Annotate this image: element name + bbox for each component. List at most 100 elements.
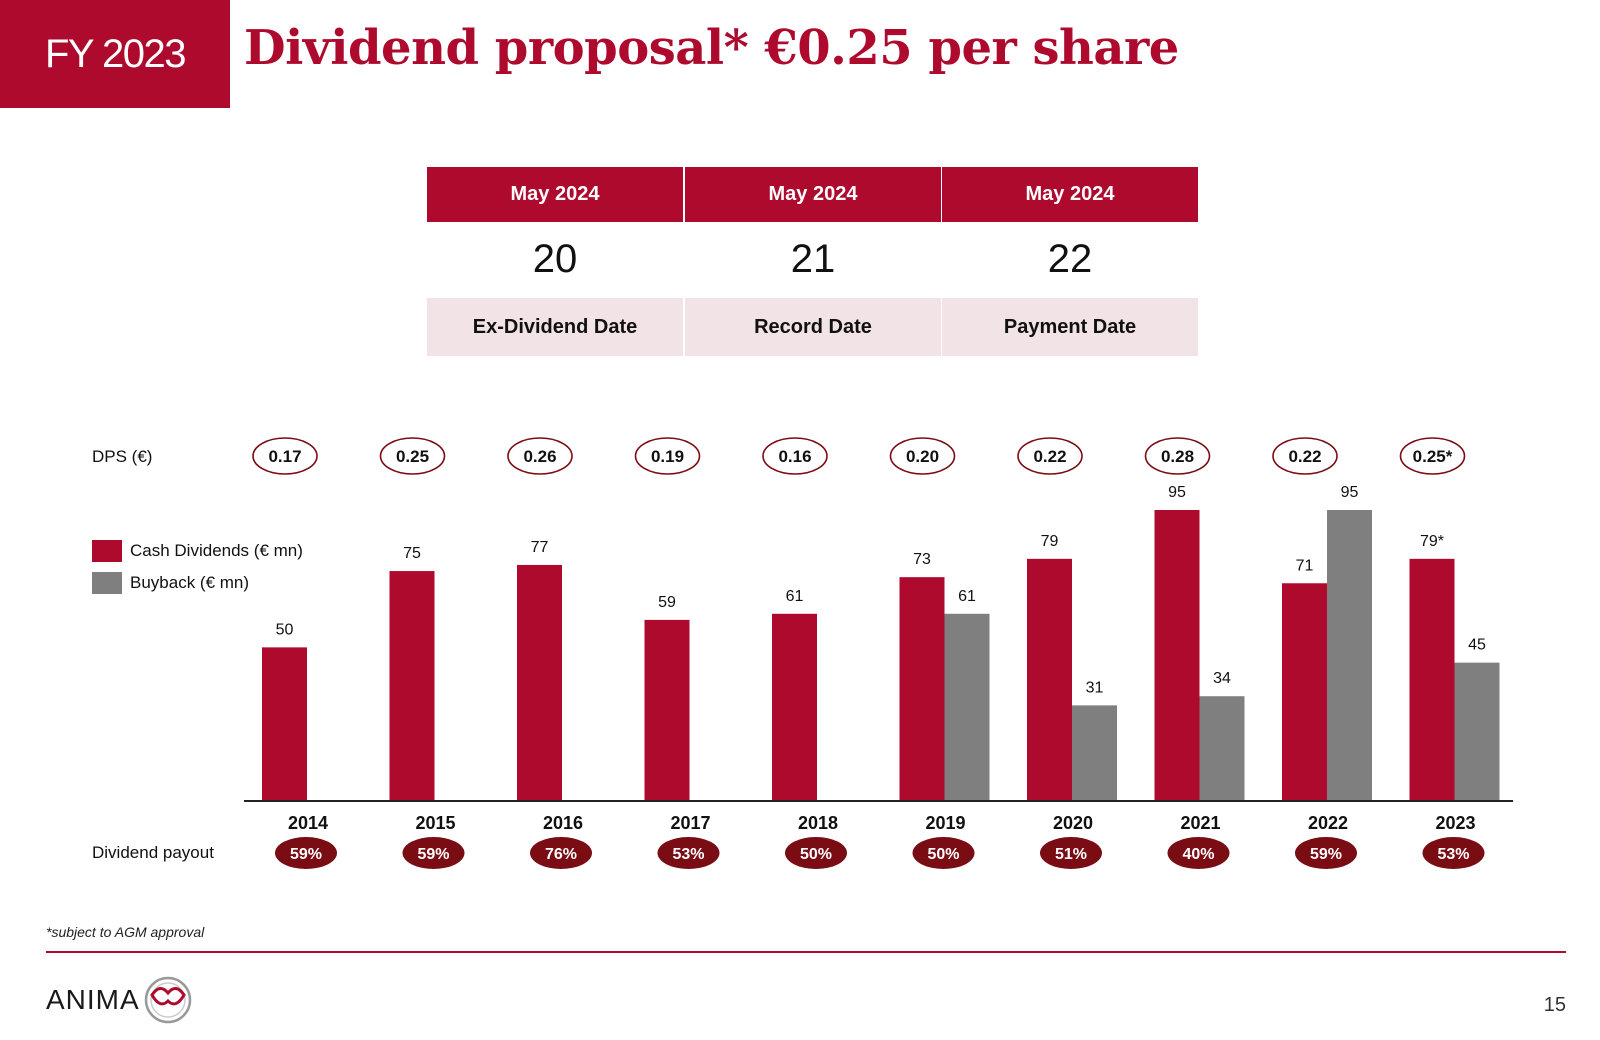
dps-label: 0.16 bbox=[778, 447, 811, 466]
payout-ellipse bbox=[1422, 837, 1485, 869]
dps-label: 0.28 bbox=[1161, 447, 1194, 466]
cash-bar bbox=[517, 564, 562, 800]
dps-label: 0.19 bbox=[651, 447, 684, 466]
date-month: May 2024 bbox=[685, 167, 941, 222]
dps-ellipse bbox=[252, 437, 318, 475]
ex-dividend-date-column: May 2024 20 Ex-Dividend Date bbox=[427, 167, 683, 357]
cash-bar bbox=[772, 613, 817, 800]
buyback-bar bbox=[1454, 662, 1500, 800]
buyback-value-label: 31 bbox=[1086, 679, 1104, 696]
legend-item-buyback: Buyback (€ mn) bbox=[92, 567, 303, 599]
date-day: 20 bbox=[532, 237, 578, 281]
dividend-dates-table: May 2024 20 Ex-Dividend Date May 2024 21… bbox=[427, 167, 1198, 357]
cash-bar bbox=[644, 619, 690, 800]
payout-label: 76% bbox=[545, 846, 577, 863]
dps-ellipse bbox=[1144, 437, 1211, 475]
cash-value-label: 77 bbox=[531, 539, 549, 556]
payout-label: 53% bbox=[672, 846, 704, 863]
buyback-bar bbox=[1072, 705, 1117, 800]
buyback-value-label: 45 bbox=[1468, 637, 1486, 654]
dps-label: 0.25* bbox=[1413, 447, 1453, 466]
cash-value-label: 75 bbox=[403, 545, 421, 562]
dps-label: 0.20 bbox=[906, 447, 939, 466]
page-title: Dividend proposal* €0.25 per share bbox=[244, 20, 1179, 76]
legend-label-buyback: Buyback (€ mn) bbox=[130, 573, 250, 592]
cash-bar bbox=[1409, 558, 1455, 800]
legend-item-cash: Cash Dividends (€ mn) bbox=[92, 535, 303, 567]
cash-value-label: 50 bbox=[276, 621, 294, 638]
payout-ellipse bbox=[1167, 837, 1230, 869]
footnote: *subject to AGM approval bbox=[46, 924, 205, 940]
payout-label: 59% bbox=[290, 846, 322, 863]
payout-ellipse bbox=[402, 837, 465, 869]
cash-value-label: 79* bbox=[1420, 533, 1444, 550]
date-label: Record Date bbox=[685, 298, 941, 356]
buyback-bar bbox=[1327, 510, 1372, 800]
dps-label: 0.25 bbox=[396, 447, 429, 466]
dps-ellipse bbox=[1399, 437, 1466, 475]
cash-value-label: 61 bbox=[786, 588, 804, 605]
buyback-value-label: 34 bbox=[1213, 670, 1231, 687]
record-date-column: May 2024 21 Record Date bbox=[685, 167, 941, 357]
dps-label: 0.17 bbox=[268, 447, 301, 466]
payout-ellipse bbox=[275, 837, 337, 869]
anima-logo: ANIMA bbox=[46, 975, 196, 1025]
legend-label-cash: Cash Dividends (€ mn) bbox=[130, 541, 303, 560]
payout-ellipse bbox=[657, 837, 720, 869]
logo-text: ANIMA bbox=[46, 984, 140, 1015]
dividend-chart: 0.17 50 2014 59% 0.25 75 2015 59% 0.26 77 2016 76% 0… bbox=[244, 437, 1513, 869]
dps-ellipse bbox=[634, 437, 701, 475]
buyback-value-label: 95 bbox=[1341, 484, 1359, 501]
cash-value-label: 73 bbox=[913, 551, 931, 568]
period-label: FY 2023 bbox=[45, 31, 187, 76]
payout-label: 50% bbox=[800, 846, 832, 863]
payout-label: 40% bbox=[1182, 846, 1214, 863]
legend-swatch-buyback bbox=[92, 572, 122, 594]
payout-ellipse bbox=[530, 837, 592, 869]
payout-label: 59% bbox=[1310, 846, 1342, 863]
payout-label: 51% bbox=[1055, 846, 1087, 863]
payout-label: 50% bbox=[927, 846, 959, 863]
date-day: 22 bbox=[1047, 237, 1093, 281]
cash-value-label: 79 bbox=[1041, 533, 1059, 550]
period-badge: FY 2023 bbox=[0, 0, 230, 108]
year-tick-label: 2014 bbox=[288, 813, 328, 833]
dps-label: 0.22 bbox=[1288, 447, 1321, 466]
buyback-bar bbox=[1199, 696, 1245, 800]
chart-legend: Cash Dividends (€ mn) Buyback (€ mn) bbox=[92, 535, 303, 599]
year-tick-label: 2020 bbox=[1053, 813, 1093, 833]
payout-ellipse bbox=[912, 837, 975, 869]
dps-ellipse bbox=[1017, 437, 1083, 475]
payout-label: 59% bbox=[417, 846, 449, 863]
dps-ellipse bbox=[379, 437, 446, 475]
year-tick-label: 2019 bbox=[925, 813, 965, 833]
date-month: May 2024 bbox=[427, 167, 683, 222]
buyback-bar bbox=[944, 613, 990, 800]
payout-ellipse bbox=[1040, 837, 1102, 869]
dps-ellipse bbox=[507, 437, 573, 475]
dps-label: 0.26 bbox=[523, 447, 556, 466]
payout-ellipse bbox=[785, 837, 847, 869]
date-label: Payment Date bbox=[942, 298, 1198, 356]
year-tick-label: 2016 bbox=[543, 813, 583, 833]
payout-row-label: Dividend payout bbox=[92, 843, 214, 862]
dps-ellipse bbox=[762, 437, 828, 475]
payout-ellipse bbox=[1295, 837, 1357, 869]
cash-bar bbox=[1154, 510, 1200, 800]
footer-divider bbox=[46, 951, 1566, 953]
payout-label: 53% bbox=[1437, 846, 1469, 863]
cash-bar bbox=[1282, 583, 1327, 800]
cash-value-label: 71 bbox=[1296, 557, 1314, 574]
anima-logo-icon bbox=[144, 976, 191, 1024]
year-tick-label: 2018 bbox=[798, 813, 838, 833]
dps-label: 0.22 bbox=[1033, 447, 1066, 466]
cash-bar bbox=[262, 647, 307, 800]
year-tick-label: 2022 bbox=[1308, 813, 1348, 833]
dps-ellipse bbox=[889, 437, 956, 475]
buyback-value-label: 61 bbox=[958, 588, 976, 605]
cash-bar bbox=[899, 577, 945, 800]
page-number: 15 bbox=[1543, 994, 1566, 1016]
cash-bar bbox=[1027, 558, 1072, 800]
date-month: May 2024 bbox=[942, 167, 1198, 222]
dps-ellipse bbox=[1272, 437, 1338, 475]
